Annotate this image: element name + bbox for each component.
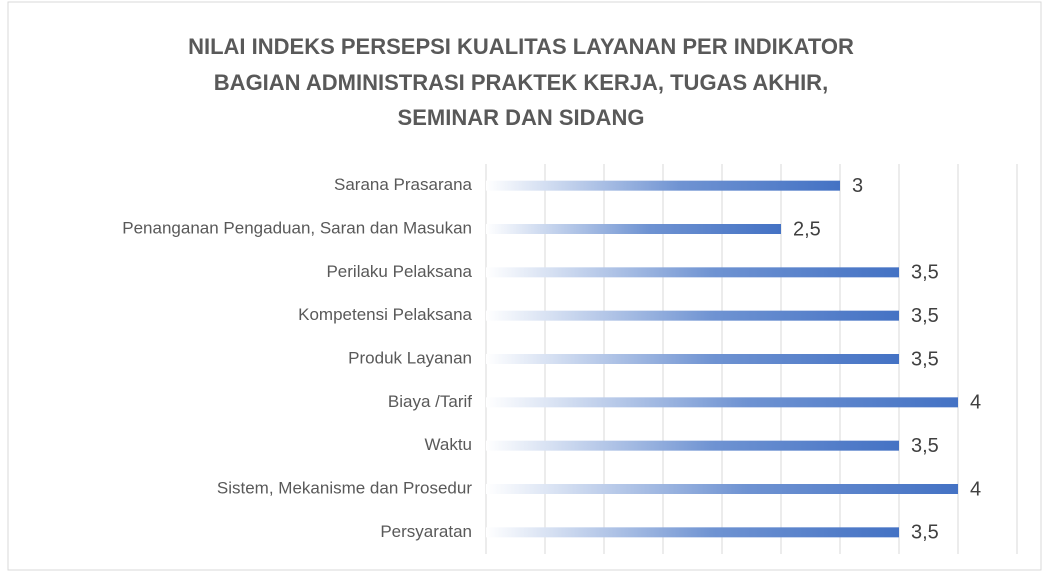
data-label: 3,5 [911,262,939,284]
data-label: 4 [970,392,981,414]
y-tick-label: Waktu [424,435,472,454]
bar [486,397,958,408]
data-label: 3,5 [911,522,939,544]
y-tick-label: Penanganan Pengaduan, Saran dan Masukan [122,218,472,237]
data-label: 4 [970,478,981,500]
y-tick-label: Persyaratan [380,522,472,541]
data-label: 3,5 [911,305,939,327]
bar [486,527,899,538]
bar [486,310,899,321]
y-tick-label: Produk Layanan [348,348,472,367]
y-tick-label: Sistem, Mekanisme dan Prosedur [217,478,472,497]
y-tick-label: Perilaku Pelaksana [326,262,472,281]
bar [486,354,899,364]
bar [486,440,899,451]
y-tick-label: Kompetensi Pelaksana [298,305,472,324]
y-tick-label: Biaya /Tarif [388,392,472,411]
chart-border [7,1,1042,571]
data-label: 3 [852,175,863,197]
data-label: 3,5 [911,435,939,457]
bar [486,267,899,278]
data-label: 2,5 [793,218,821,240]
bar [486,484,958,494]
chart-title: SEMINAR DAN SIDANG [398,105,645,130]
bar [486,180,840,191]
chart-title: BAGIAN ADMINISTRASI PRAKTEK KERJA, TUGAS… [214,70,828,95]
y-tick-label: Sarana Prasarana [334,175,473,194]
data-label: 3,5 [911,348,939,370]
chart-title: NILAI INDEKS PERSEPSI KUALITAS LAYANAN P… [188,34,854,59]
bar [486,224,781,234]
